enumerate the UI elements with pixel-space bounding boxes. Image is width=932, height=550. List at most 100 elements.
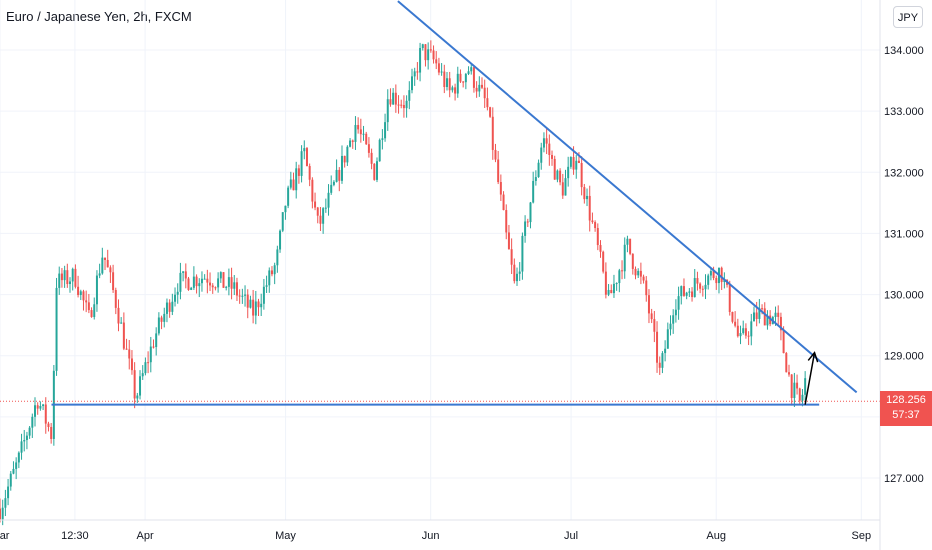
candle-body [327, 192, 330, 208]
candle-body [141, 373, 144, 377]
candle-body [381, 138, 384, 140]
candle-body [397, 104, 400, 106]
candle-body [658, 362, 661, 368]
last-price-value: 128.256 [886, 394, 926, 406]
x-axis: Mar 12:30 Apr May Jun Jul Aug Sep [0, 530, 871, 542]
x-tick-label: Sep [852, 530, 872, 542]
candle-body [174, 294, 177, 302]
bar-countdown: 57:37 [892, 409, 920, 421]
candle-body [71, 268, 74, 282]
candle-body [712, 271, 715, 279]
candle-body [774, 312, 777, 318]
candle-body [233, 282, 236, 289]
candle-body [499, 182, 502, 195]
candle-body [704, 284, 707, 290]
candle-body [615, 283, 618, 285]
candle-body [20, 441, 23, 453]
candle-body [728, 284, 731, 312]
candle-body [192, 276, 195, 288]
projection-arrow[interactable] [804, 352, 816, 405]
candle-body [120, 322, 123, 324]
candle-body [446, 78, 449, 88]
candle-body [521, 235, 524, 272]
candle-body [47, 423, 50, 427]
candle-body [467, 71, 470, 74]
candle-body [440, 71, 443, 73]
candle-body [384, 122, 387, 139]
candle-body [270, 270, 273, 275]
candle-body [429, 49, 432, 51]
candle-body [42, 404, 45, 407]
candle-body [95, 275, 98, 305]
chart-drawings[interactable] [51, 0, 858, 406]
candle-body [351, 140, 354, 142]
candle-body [502, 194, 505, 211]
candle-body [779, 316, 782, 331]
candle-body [435, 59, 438, 64]
candle-body [739, 333, 742, 337]
candle-body [206, 278, 209, 283]
candle-body [804, 378, 807, 395]
candle-body [645, 280, 648, 296]
candle-body [685, 292, 688, 296]
candle-body [763, 308, 766, 326]
candle-body [796, 382, 799, 389]
candle-body [470, 67, 473, 72]
candle-body [187, 278, 190, 290]
candle-body [777, 312, 780, 317]
candle-body [157, 317, 160, 334]
candle-body [305, 148, 308, 167]
candle-body [297, 168, 300, 176]
candle-body [793, 382, 796, 398]
y-tick-label: 127.000 [884, 473, 924, 485]
candle-body [93, 304, 96, 317]
candle-body [664, 348, 667, 354]
candle-body [709, 271, 712, 276]
candle-body [691, 291, 694, 298]
candle-body [693, 278, 696, 298]
candle-body [130, 358, 133, 371]
candle-body [109, 267, 112, 273]
candle-body [750, 321, 753, 337]
candle-body [136, 395, 139, 399]
candle-body [254, 301, 257, 316]
candle-body [413, 71, 416, 77]
candle-body [9, 473, 12, 487]
candle-body [362, 133, 365, 135]
candle-body [394, 92, 397, 105]
candle-body [190, 287, 193, 290]
candle-body [365, 133, 368, 145]
candle-body [510, 249, 513, 265]
candle-body [357, 124, 360, 130]
resistance-trendline[interactable] [397, 0, 858, 394]
candle-body [545, 138, 548, 144]
candle-body [752, 312, 755, 322]
candle-body [79, 291, 82, 295]
candle-body [532, 180, 535, 203]
candle-body [674, 309, 677, 316]
candle-body [36, 405, 39, 409]
candle-body [623, 244, 626, 272]
candle-body [152, 346, 155, 348]
candle-body [747, 335, 750, 337]
candle-body [405, 100, 408, 109]
candle-body [44, 404, 47, 424]
candle-body [437, 63, 440, 73]
candle-body [23, 440, 26, 442]
candle-body [626, 238, 629, 245]
candle-body [373, 163, 376, 180]
candle-body [262, 286, 265, 304]
candle-body [427, 49, 430, 61]
currency-button[interactable]: JPY [893, 6, 923, 28]
candle-body [432, 50, 435, 60]
candle-body [184, 271, 187, 279]
candle-body [542, 138, 545, 148]
candle-body [408, 90, 411, 101]
candle-body [402, 104, 405, 109]
candle-body [548, 143, 551, 155]
candle-body [424, 44, 427, 61]
candle-body [723, 279, 726, 283]
candle-body [225, 286, 228, 288]
candle-body [370, 152, 373, 164]
